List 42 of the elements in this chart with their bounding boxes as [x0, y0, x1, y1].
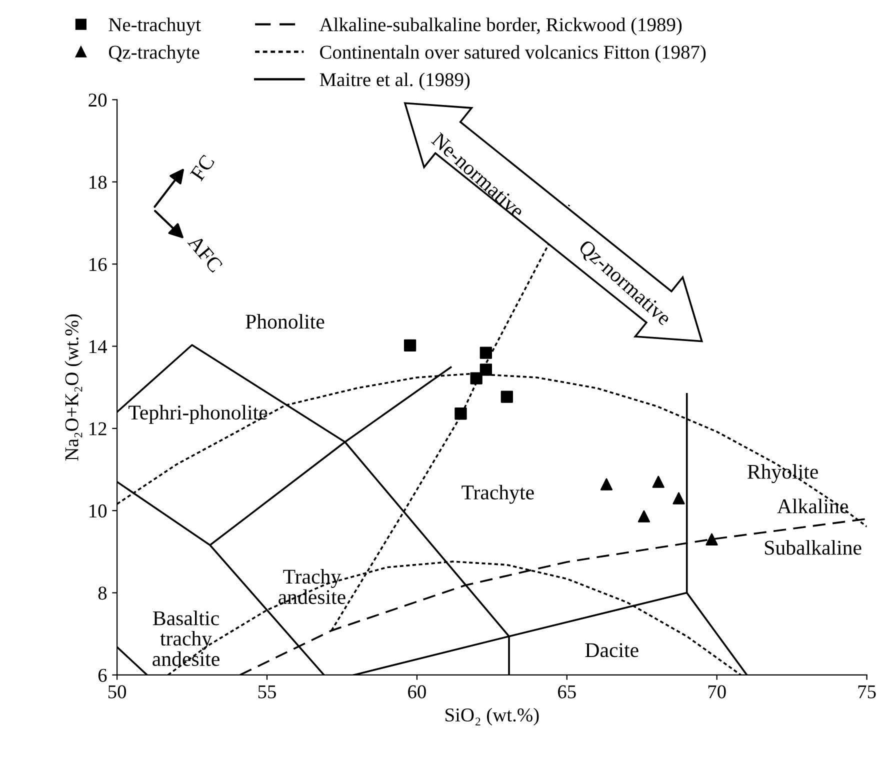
y-tick-label: 16: [90, 258, 107, 272]
point: [470, 372, 482, 384]
y-tick-label: 8: [98, 586, 107, 600]
point: [454, 408, 467, 420]
x-tick-label: 60: [408, 685, 426, 698]
x-tick-label: 65: [558, 685, 576, 698]
annotation: Trachyte: [462, 484, 534, 504]
annotation: Tephri-phonolite: [128, 404, 268, 424]
legend-label: Ne-trachuyt: [108, 18, 201, 36]
annotation: Phonolite: [246, 314, 324, 329]
x-tick-label: 70: [708, 685, 726, 698]
x-axis-title: SiO₂ (wt.%): [446, 708, 539, 726]
y-tick-label: 14: [90, 340, 108, 353]
x-tick-label: 55: [258, 685, 276, 698]
point: [480, 346, 492, 359]
legend-label: Qz-trachyte: [108, 45, 200, 63]
point: [600, 478, 613, 490]
legend-label: Continentaln over satured volcanics Fitton (1987): [320, 45, 706, 63]
point: [404, 339, 416, 352]
annotation: Rhyolite: [748, 464, 818, 484]
y-tick-label: 18: [90, 176, 107, 189]
annotation: AFC: [187, 234, 224, 274]
point: [638, 510, 650, 522]
annotation: Basaltic trachy andesite: [152, 610, 220, 666]
annotation: Dacite: [585, 643, 638, 658]
legend-label: Alkaline-subalkaline border, Rickwood (1989): [319, 18, 682, 36]
annotation: FC: [190, 154, 215, 182]
y-tick-label: 12: [90, 422, 106, 436]
annotation: Subalkaline: [765, 540, 862, 555]
y-tick-label: 6: [98, 668, 107, 682]
y-axis-title: Na₂O+K₂O (wt.%): [64, 314, 82, 461]
point: [480, 364, 492, 376]
x-tick-label: 50: [108, 685, 126, 698]
point: [706, 533, 718, 546]
point: [652, 476, 664, 488]
legend-label: Maitre et al. (1989): [320, 72, 470, 90]
y-tick-label: 20: [88, 94, 107, 107]
x-tick-label: 75: [858, 685, 876, 698]
point: [672, 492, 685, 504]
annotation: Alkaline: [777, 498, 848, 514]
point: [500, 390, 513, 403]
y-tick-label: 10: [90, 504, 107, 518]
